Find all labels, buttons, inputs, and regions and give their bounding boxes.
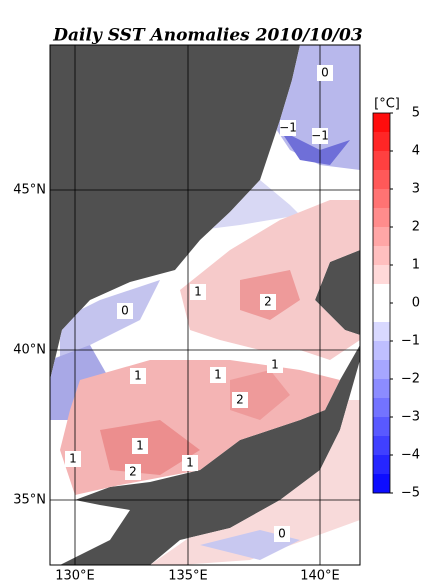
colorbar-band xyxy=(373,303,390,323)
map-title: Daily SST Anomalies 2010/10/03 xyxy=(52,26,363,46)
longitude-label: 140°E xyxy=(300,569,340,584)
colorbar-band xyxy=(373,189,390,209)
colorbar-band xyxy=(373,132,390,152)
colorbar-band xyxy=(373,227,390,247)
contour-label: 1 xyxy=(136,439,144,453)
contour-label-box xyxy=(267,357,283,373)
graticule: 130°E 135°E 140°E 45°N 40°N 35°N xyxy=(13,45,360,584)
contour-label: 1 xyxy=(214,368,222,382)
colorbar-tick-label: 3 xyxy=(412,182,420,197)
contour-label-box xyxy=(317,65,333,81)
latitude-label: 40°N xyxy=(13,343,46,358)
colorbar: 5 4 3 2 1 0 −1 −2 −3 −4 −5 xyxy=(372,106,420,501)
cold-anomaly xyxy=(60,280,160,360)
colorbar-band xyxy=(373,170,390,190)
colorbar-tick-label: −4 xyxy=(401,448,420,463)
contour-label-box xyxy=(117,303,133,319)
contour-label: 2 xyxy=(129,465,137,479)
contour-label: 1 xyxy=(69,452,77,466)
contour-label-box xyxy=(132,438,148,454)
colorbar-tick-label: 0 xyxy=(412,296,420,311)
contour-label: 1 xyxy=(134,369,142,383)
contour-label: −1 xyxy=(311,129,329,143)
contour-label-box xyxy=(260,294,276,310)
colorbar-tick-label: 2 xyxy=(412,220,420,235)
contour-label: 1 xyxy=(271,358,279,372)
contour-label: 0 xyxy=(121,304,129,318)
contour-label: 0 xyxy=(321,66,329,80)
colorbar-band xyxy=(373,341,390,361)
colorbar-band xyxy=(373,360,390,380)
contour-label-box xyxy=(190,284,206,300)
colorbar-band xyxy=(373,474,390,494)
latitude-label: 45°N xyxy=(13,183,46,198)
contour-label-box xyxy=(280,120,296,136)
colorbar-band xyxy=(373,265,390,285)
colorbar-band xyxy=(373,379,390,399)
colorbar-band xyxy=(373,322,390,342)
colorbar-tick-label: 1 xyxy=(412,258,420,273)
contour-label-box xyxy=(274,526,290,542)
colorbar-unit: [°C] xyxy=(374,97,400,112)
contour-label-box xyxy=(65,451,81,467)
longitude-label: 130°E xyxy=(55,569,95,584)
colorbar-band xyxy=(373,151,390,171)
colorbar-band xyxy=(373,398,390,418)
sst-field xyxy=(50,45,360,565)
colorbar-tick-label: −5 xyxy=(401,486,420,501)
contour-label: 1 xyxy=(194,285,202,299)
colorbar-tick-label: 4 xyxy=(412,144,420,159)
colorbar-band xyxy=(373,208,390,228)
warm-anomaly xyxy=(100,420,200,475)
colorbar-band xyxy=(373,284,390,304)
cold-anomaly xyxy=(200,180,300,230)
contour-label: 1 xyxy=(186,456,194,470)
colorbar-band xyxy=(373,436,390,456)
colorbar-tick-label: −1 xyxy=(401,334,420,349)
contour-label: 2 xyxy=(236,393,244,407)
colorbar-tick-label: −2 xyxy=(401,372,420,387)
warm-anomaly xyxy=(150,400,360,565)
longitude-label: 135°E xyxy=(168,569,208,584)
contour-label: 0 xyxy=(278,527,286,541)
contour-label-box xyxy=(125,464,141,480)
contour-label: 2 xyxy=(264,295,272,309)
colorbar-tick-label: 5 xyxy=(412,106,420,121)
colorbar-band xyxy=(373,455,390,475)
contour-label-box xyxy=(232,392,248,408)
colorbar-tick-label: −3 xyxy=(401,410,420,425)
colorbar-band xyxy=(373,113,390,133)
cold-anomaly xyxy=(280,130,350,165)
contour-label-box xyxy=(210,367,226,383)
contour-label: −1 xyxy=(279,121,297,135)
map-frame xyxy=(49,44,361,566)
contour-label-box xyxy=(130,368,146,384)
colorbar-band xyxy=(373,417,390,437)
contour-label-box xyxy=(312,128,328,144)
latitude-label: 35°N xyxy=(13,493,46,508)
colorbar-band xyxy=(373,246,390,266)
contour-label-box xyxy=(182,455,198,471)
